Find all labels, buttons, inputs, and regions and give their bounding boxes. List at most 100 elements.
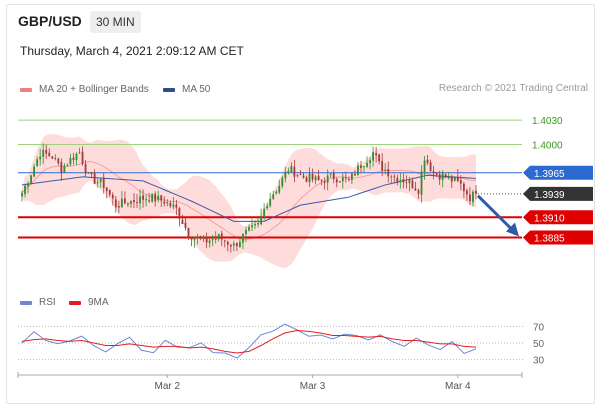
timestamp: Thursday, March 4, 2021 2:09:12 AM CET [20, 44, 244, 58]
candle-body-46 [160, 195, 163, 201]
candle-body-77 [254, 223, 256, 226]
candle-body-82 [269, 198, 272, 206]
x-tick-label-1: Mar 3 [300, 381, 326, 392]
candle-body-59 [199, 236, 202, 239]
candle-body-79 [260, 215, 263, 225]
candle-body-119 [381, 161, 384, 171]
candle-body-3 [30, 175, 32, 184]
timeframe-badge[interactable]: 30 MIN [90, 11, 141, 33]
candle-body-141 [447, 176, 450, 179]
candle-body-97 [314, 176, 317, 181]
candle-body-24 [93, 173, 96, 184]
chart-frame [6, 4, 595, 404]
level-tag-3 [523, 186, 593, 201]
candle-body-62 [208, 240, 211, 243]
candle-body-72 [239, 241, 241, 248]
ma20-line [21, 161, 477, 240]
candle-body-121 [387, 169, 390, 177]
candle-body-102 [329, 173, 332, 175]
candle-body-47 [163, 201, 166, 204]
candle-body-6 [39, 156, 42, 160]
candle-body-55 [187, 227, 190, 238]
candle-body-76 [251, 225, 253, 228]
candle-body-146 [462, 183, 465, 192]
candle-body-66 [220, 233, 223, 240]
candle-body-15 [66, 165, 69, 167]
candle-body-33 [120, 198, 123, 208]
candle-body-44 [154, 193, 157, 202]
candle-body-134 [426, 159, 429, 163]
candle-body-17 [72, 157, 75, 160]
candle-body-36 [130, 200, 132, 204]
candle-body-35 [127, 203, 129, 205]
candle-body-20 [81, 151, 84, 164]
candle-body-140 [444, 174, 447, 178]
candle-body-103 [332, 172, 335, 180]
candle-body-122 [390, 176, 393, 178]
candle-body-14 [63, 165, 66, 173]
candle-body-22 [87, 172, 90, 174]
candle-body-99 [320, 180, 323, 182]
candle-body-85 [278, 185, 281, 193]
candle-body-7 [42, 149, 45, 157]
candle-body-125 [399, 180, 402, 182]
candle-body-52 [178, 208, 181, 219]
candle-body-92 [299, 174, 302, 176]
x-tick-label-0: Mar 2 [154, 381, 180, 392]
candle-body-40 [142, 195, 144, 200]
legend-ma20: MA 20 + Bollinger Bands [20, 84, 149, 95]
candle-body-61 [205, 236, 208, 243]
candle-body-42 [148, 200, 151, 202]
candle-body-128 [408, 180, 411, 184]
candle-body-67 [223, 240, 226, 242]
candle-body-80 [263, 208, 266, 218]
rsi-tick-1: 50 [533, 339, 545, 350]
level-label-1: 1.4000 [532, 140, 563, 151]
candle-body-112 [360, 165, 362, 168]
candle-body-10 [51, 156, 54, 159]
level-label-5: 1.3885 [534, 234, 565, 245]
candle-body-145 [459, 180, 462, 184]
candle-body-87 [284, 171, 287, 179]
candle-body-29 [108, 189, 111, 195]
candle-body-117 [375, 153, 378, 156]
candle-body-0 [21, 193, 23, 197]
level-label-4: 1.3910 [534, 213, 565, 224]
level-label-3: 1.3939 [534, 190, 565, 201]
candle-body-144 [456, 176, 459, 182]
candle-body-95 [308, 173, 311, 183]
candle-body-123 [393, 176, 396, 178]
candle-body-127 [405, 182, 408, 184]
candle-body-143 [453, 177, 456, 181]
candle-body-115 [369, 160, 371, 164]
bollinger-band [22, 134, 476, 268]
credit-text: Research © 2021 Trading Central [438, 83, 588, 94]
candle-body-58 [196, 236, 199, 239]
candle-body-19 [78, 152, 81, 154]
candle-body-96 [311, 174, 314, 180]
candle-body-138 [438, 174, 441, 180]
candle-body-41 [145, 199, 148, 201]
candle-body-86 [281, 177, 284, 187]
legend-ma50: MA 50 [163, 84, 210, 95]
candle-body-131 [417, 190, 420, 194]
candle-body-70 [232, 243, 235, 246]
candle-body-108 [347, 179, 350, 181]
candle-body-93 [302, 175, 305, 178]
legend-9ma-label: 9MA [88, 297, 109, 308]
candle-body-104 [335, 179, 338, 183]
candle-body-38 [136, 202, 138, 204]
candle-body-73 [242, 233, 244, 243]
candle-body-13 [60, 162, 63, 173]
candle-body-91 [296, 174, 299, 177]
candle-body-98 [317, 175, 320, 181]
rsi-series-1 [21, 329, 477, 354]
candle-body-53 [181, 219, 184, 225]
candle-body-139 [441, 173, 444, 180]
legend-9ma-swatch [69, 300, 81, 305]
candle-body-43 [151, 193, 154, 202]
legend-rsi-swatch [20, 300, 32, 305]
candle-body-65 [217, 234, 220, 240]
candle-body-107 [344, 177, 347, 179]
